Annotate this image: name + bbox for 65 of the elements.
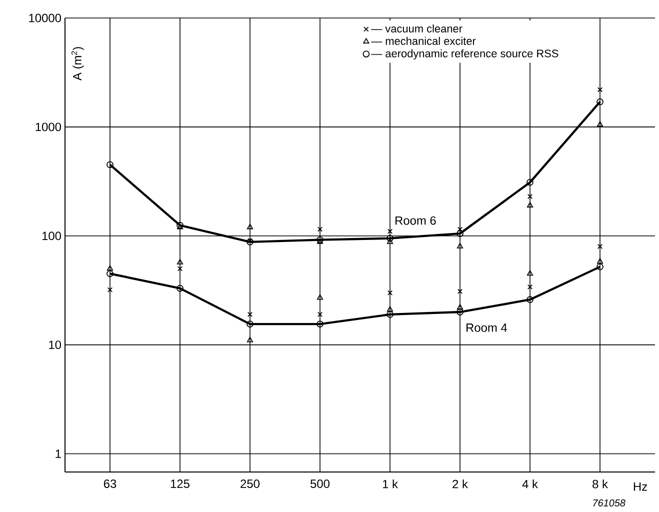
point xyxy=(386,238,394,244)
y-tick-label: 10000 xyxy=(29,14,62,22)
x-tick-label: 2 k xyxy=(452,480,468,488)
point xyxy=(526,202,534,208)
point xyxy=(176,224,184,230)
point xyxy=(596,263,604,270)
point xyxy=(386,234,394,242)
point xyxy=(246,238,254,246)
x-tick-label: 125 xyxy=(170,480,190,488)
legend-label: — mechanical exciter xyxy=(371,36,476,45)
point xyxy=(526,270,534,276)
point xyxy=(596,258,604,264)
point xyxy=(456,230,464,238)
annotation: Room 6 xyxy=(396,216,436,225)
point xyxy=(106,265,114,271)
point xyxy=(247,312,253,318)
point xyxy=(246,320,254,328)
point xyxy=(316,236,324,244)
x-axis-title: Hz xyxy=(634,482,647,491)
point xyxy=(176,222,184,229)
point xyxy=(456,242,464,248)
point xyxy=(456,308,464,316)
annotation: Room 4 xyxy=(466,324,508,332)
x-tick-label: 250 xyxy=(240,480,260,488)
point xyxy=(527,194,533,200)
y-tick-label: 1000 xyxy=(36,122,62,132)
point xyxy=(526,296,534,304)
x-tick-label: 500 xyxy=(310,480,330,488)
point xyxy=(597,87,603,92)
y-axis-title: A (m$^{2}$) xyxy=(71,47,84,80)
point xyxy=(177,266,183,272)
point xyxy=(387,228,393,234)
point xyxy=(247,238,253,244)
y-tick-label: 1 xyxy=(56,450,61,458)
point xyxy=(246,224,254,230)
point xyxy=(596,121,604,127)
point xyxy=(106,270,114,278)
point xyxy=(457,288,463,294)
point xyxy=(596,98,604,106)
x-tick-label: 4 k xyxy=(522,480,538,488)
legend-label: — aerodynamic reference source RSS xyxy=(371,49,558,60)
point xyxy=(386,306,394,312)
point xyxy=(316,320,324,328)
y-tick-label: 100 xyxy=(42,232,62,240)
point xyxy=(176,284,184,292)
point xyxy=(316,294,324,300)
point xyxy=(246,336,254,342)
text: 761058 xyxy=(593,499,626,506)
x-tick-label: 63 xyxy=(104,480,116,488)
point xyxy=(107,287,113,292)
point xyxy=(527,284,533,290)
point xyxy=(597,244,603,249)
point xyxy=(386,311,394,318)
point xyxy=(106,161,114,168)
point xyxy=(526,178,534,186)
legend-label: — vacuum cleaner xyxy=(371,24,462,33)
point xyxy=(387,290,393,296)
point xyxy=(456,304,464,310)
point xyxy=(176,259,184,264)
point xyxy=(316,238,324,244)
x-tick-label: 8 k xyxy=(592,480,608,488)
point xyxy=(317,312,323,318)
point xyxy=(317,226,323,232)
y-tick-label: 10 xyxy=(49,340,62,350)
x-tick-label: 1 k xyxy=(382,480,398,488)
